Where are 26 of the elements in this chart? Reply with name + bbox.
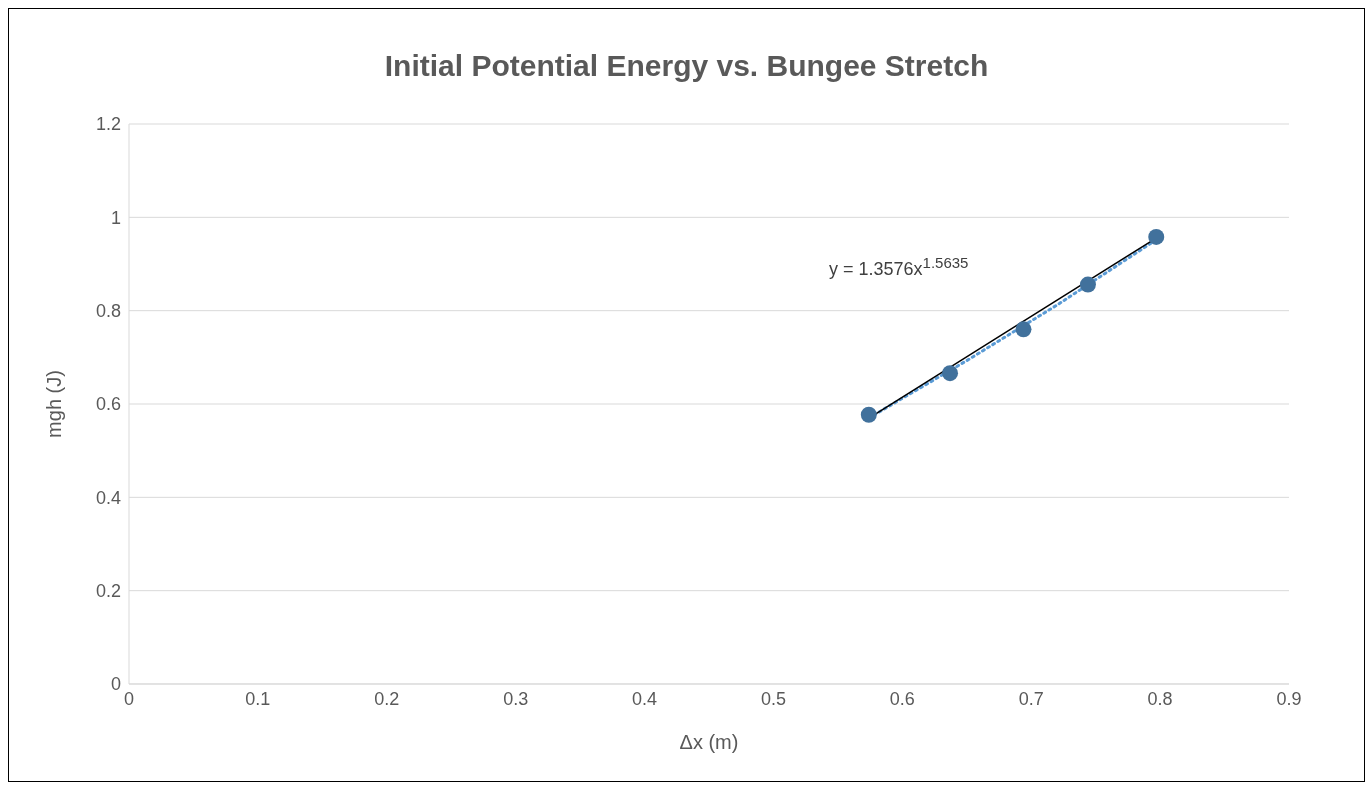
point bbox=[942, 365, 959, 382]
y-tick-label: 0 bbox=[110, 674, 121, 695]
x-tick-label: 0.2 bbox=[374, 688, 400, 709]
x-tick-label: 0.5 bbox=[760, 688, 786, 709]
y-tick-label: 1.2 bbox=[95, 114, 121, 135]
y-tick-label: 0.4 bbox=[95, 487, 121, 508]
annotation: y = 1.3576x$^{1.5635}$ bbox=[829, 254, 969, 280]
x-axis-title: Δx (m) bbox=[679, 731, 739, 753]
x-tick-label: 0.3 bbox=[503, 688, 529, 709]
x-tick-label: 0 bbox=[123, 688, 135, 709]
x-tick-label: 0.8 bbox=[1147, 688, 1173, 709]
x-tick-label: 0.1 bbox=[245, 688, 271, 709]
y-axis-title: mgh (J) bbox=[43, 370, 66, 438]
y-tick-label: 0.2 bbox=[95, 581, 121, 602]
point bbox=[1015, 321, 1032, 338]
y-tick-label: 1 bbox=[110, 207, 121, 228]
x-tick-label: 0.6 bbox=[889, 688, 915, 709]
point bbox=[1148, 228, 1165, 245]
point bbox=[1079, 276, 1096, 293]
x-tick-label: 0.4 bbox=[632, 688, 658, 709]
point bbox=[860, 406, 877, 423]
x-tick-label: 0.9 bbox=[1276, 688, 1302, 709]
y-tick-label: 0.8 bbox=[95, 301, 121, 322]
chart-title: Initial Potential Energy vs. Bungee Stretch bbox=[383, 49, 990, 83]
x-tick-label: 0.7 bbox=[1018, 688, 1044, 709]
y-tick-label: 0.6 bbox=[95, 394, 121, 415]
